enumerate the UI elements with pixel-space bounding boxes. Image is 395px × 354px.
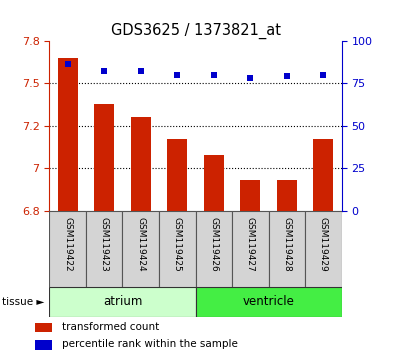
Text: tissue ►: tissue ► (2, 297, 44, 307)
Bar (58, 58, 78, 211)
Bar (196, 211, 232, 287)
Text: GSM119422: GSM119422 (63, 217, 72, 272)
Text: GSM119427: GSM119427 (246, 217, 255, 272)
Text: GSM119426: GSM119426 (209, 217, 218, 272)
Bar (131, 117, 151, 211)
Text: GSM119423: GSM119423 (100, 217, 109, 272)
Bar (35, 340, 52, 349)
Point (137, 68, 144, 74)
Text: percentile rank within the sample: percentile rank within the sample (62, 339, 238, 349)
Text: GSM119429: GSM119429 (319, 217, 328, 272)
Point (247, 75, 254, 81)
Bar (313, 139, 333, 211)
Text: transformed count: transformed count (62, 322, 159, 332)
Bar (277, 180, 297, 211)
Bar (159, 211, 196, 287)
Text: atrium: atrium (103, 295, 142, 308)
Bar (204, 155, 224, 211)
Point (320, 72, 327, 78)
Bar (269, 211, 305, 287)
Point (211, 72, 217, 78)
Text: GSM119428: GSM119428 (282, 217, 292, 272)
Bar (167, 139, 187, 211)
Bar (86, 211, 122, 287)
Bar (35, 323, 52, 332)
Point (284, 74, 290, 79)
Bar (49, 287, 196, 317)
Bar (232, 211, 269, 287)
Text: ventricle: ventricle (243, 295, 295, 308)
Text: GSM119424: GSM119424 (136, 217, 145, 272)
Point (64, 62, 71, 67)
Bar (49, 211, 86, 287)
Point (101, 68, 107, 74)
Bar (94, 104, 114, 211)
Text: GSM119425: GSM119425 (173, 217, 182, 272)
Bar (305, 211, 342, 287)
Title: GDS3625 / 1373821_at: GDS3625 / 1373821_at (111, 23, 280, 39)
Bar (240, 180, 260, 211)
Bar (196, 287, 342, 317)
Point (174, 72, 181, 78)
Bar (122, 211, 159, 287)
